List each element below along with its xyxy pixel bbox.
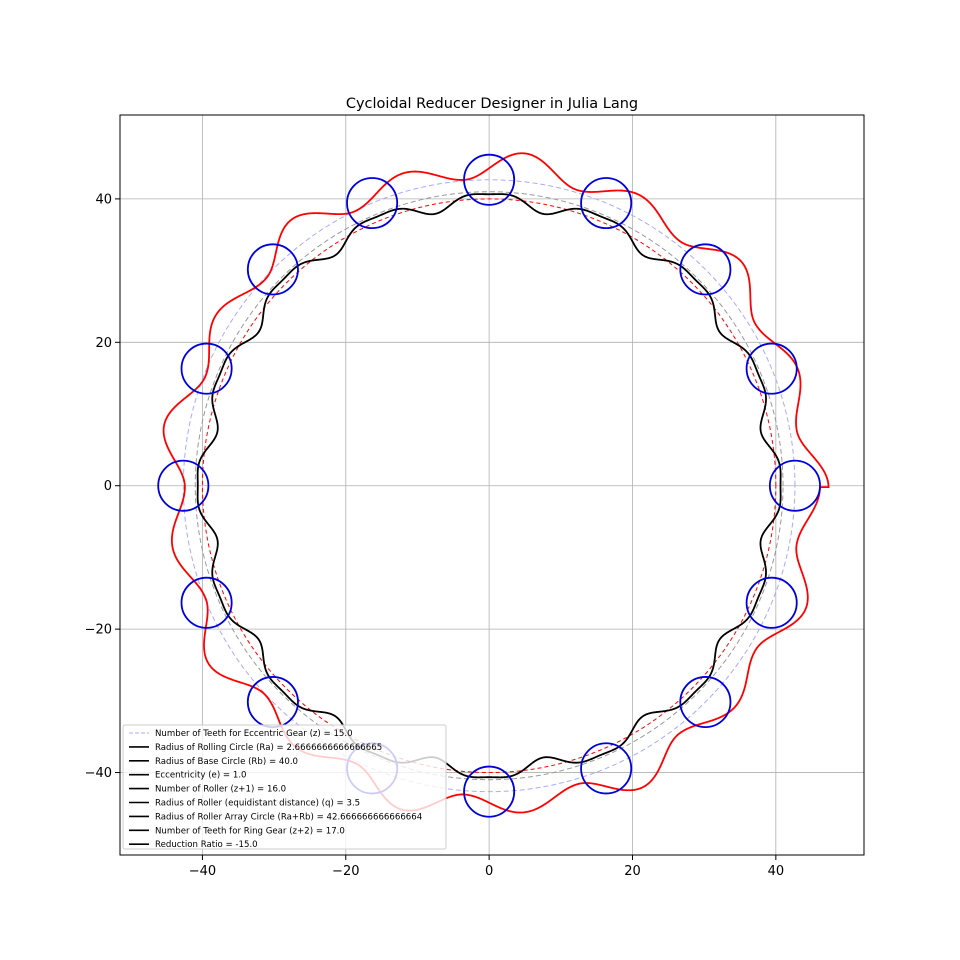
roller-circle: [768, 459, 821, 512]
legend-label: Eccentricity (e) = 1.0: [155, 771, 247, 781]
axis-ticks: −40 −20 0 20 40 −40 −20 0 20 40: [85, 192, 785, 879]
legend-entry: Number of Teeth for Ring Gear (z+2) = 17…: [129, 826, 345, 836]
roller-circle: [463, 153, 516, 206]
roller-circle: [745, 576, 798, 629]
roller-circle: [679, 243, 732, 296]
x-tick-label: 20: [624, 864, 641, 879]
x-tick-label: −40: [189, 864, 216, 879]
base-circle: [201, 198, 777, 774]
x-tick-label: 40: [768, 864, 785, 879]
y-tick-label: 40: [95, 192, 112, 207]
x-tick-label: −20: [332, 864, 359, 879]
roller-circle: [157, 459, 210, 512]
roller-circle: [346, 177, 399, 230]
legend: Number of Teeth for Eccentric Gear (z) =…: [122, 724, 447, 850]
legend-entry: Radius of Rolling Circle (Ra) = 2.666666…: [129, 743, 382, 753]
y-tick-label: −40: [85, 766, 112, 781]
ring-gear-profile: [162, 152, 830, 814]
legend-label: Radius of Rolling Circle (Ra) = 2.666666…: [155, 743, 382, 753]
y-tick-label: −20: [85, 623, 112, 638]
legend-entry: Reduction Ratio = -15.0: [129, 840, 258, 850]
roller-array-circle: [182, 179, 796, 793]
roller-circle: [463, 765, 516, 818]
plot-area-frame: [119, 114, 865, 856]
legend-label: Number of Teeth for Ring Gear (z+2) = 17…: [155, 826, 345, 836]
legend-entry: Radius of Roller (equidistant distance) …: [129, 799, 360, 809]
legend-label: Number of Roller (z+1) = 16.0: [155, 785, 286, 795]
eccentric-gear-profile: [196, 193, 782, 779]
roller-circle: [180, 576, 233, 629]
legend-entry: Number of Roller (z+1) = 16.0: [129, 785, 286, 795]
legend-label: Radius of Roller Array Circle (Ra+Rb) = …: [155, 812, 422, 822]
legend-label: Number of Teeth for Eccentric Gear (z) =…: [155, 729, 353, 739]
roller-circle: [745, 342, 798, 395]
legend-label: Radius of Base Circle (Rb) = 40.0: [155, 757, 298, 767]
roller-circle: [679, 676, 732, 729]
y-tick-label: 0: [104, 479, 112, 494]
legend-entry: Number of Teeth for Eccentric Gear (z) =…: [129, 729, 353, 739]
legend-entry: Radius of Base Circle (Rb) = 40.0: [129, 757, 298, 767]
legend-label: Radius of Roller (equidistant distance) …: [155, 799, 360, 809]
x-tick-label: 0: [485, 864, 493, 879]
legend-entry: Eccentricity (e) = 1.0: [129, 771, 247, 781]
y-tick-label: 20: [95, 336, 112, 351]
roller-circle: [580, 177, 633, 230]
legend-label: Reduction Ratio = -15.0: [155, 840, 258, 850]
roller-circle: [580, 742, 633, 795]
curves-layer: [157, 152, 830, 818]
roller-circle: [180, 342, 233, 395]
legend-box: [122, 724, 447, 850]
pitch-circle: [194, 191, 784, 781]
roller-circle: [246, 243, 299, 296]
legend-entry: Radius of Roller Array Circle (Ra+Rb) = …: [129, 812, 422, 822]
chart-title: Cycloidal Reducer Designer in Julia Lang: [346, 96, 638, 112]
